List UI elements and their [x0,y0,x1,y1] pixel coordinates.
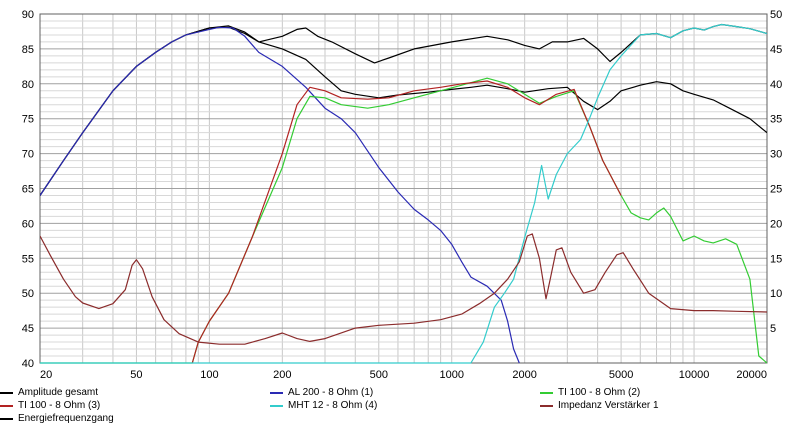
series-line [40,23,767,364]
x-tick-label: 10000 [679,369,710,381]
y2-tick-label: 45 [770,44,782,56]
legend-label: TI 100 - 8 Ohm (3) [18,400,101,411]
legend-label: MHT 12 - 8 Ohm (4) [288,400,378,411]
series-line [191,80,622,364]
legend-label: TI 100 - 8 Ohm (2) [558,387,641,398]
y2-tick-label: 50 [770,9,782,21]
y2-tick-label: 15 [770,253,782,265]
y-tick-label: 80 [22,79,34,91]
legend-label: AL 200 - 8 Ohm (1) [288,387,374,398]
legend-label: Impedanz Verstärker 1 [558,400,659,411]
y2-tick-label: 40 [770,79,782,91]
series-line [40,26,520,364]
axes: 40 45 50 55 60 65 70 75 80 85 90 5 10 15 20 25 30 35 40 45 5… [22,9,783,381]
x-tick-label: 100 [200,369,218,381]
legend-swatch [0,418,13,420]
y-tick-label: 65 [22,184,34,196]
y2-tick-label: 35 [770,114,782,126]
legend-label: Amplitude gesamt [18,387,99,398]
x-tick-label: 1000 [439,369,463,381]
legend-label: Energiefrequenzgang [18,413,114,424]
y2-tick-label: 10 [770,288,782,300]
y-tick-label: 50 [22,288,34,300]
y2-tick-label: 20 [770,218,782,230]
y-tick-label: 60 [22,218,34,230]
x-tick-label: 200 [273,369,291,381]
legend-swatch [270,392,283,394]
legend-swatch [0,405,13,407]
y-tick-label: 40 [22,358,34,370]
series-line [40,233,767,345]
x-tick-label: 500 [370,369,388,381]
legend: Amplitude gesamt TI 100 - 8 Ohm (3) Ener… [0,383,800,428]
series-lines [40,23,767,364]
y-tick-label: 90 [22,9,34,21]
y-tick-label: 70 [22,149,34,161]
y-tick-label: 55 [22,253,34,265]
y-tick-label: 45 [22,323,34,335]
y2-tick-label: 5 [770,323,776,335]
x-tick-label: 5000 [609,369,633,381]
y-tick-label: 75 [22,114,34,126]
x-tick-label: 20000 [736,369,767,381]
legend-swatch [540,405,553,407]
y-tick-label: 85 [22,44,34,56]
x-tick-label: 20 [40,369,52,381]
y2-tick-label: 25 [770,184,782,196]
x-tick-label: 2000 [512,369,536,381]
x-tick-label: 50 [130,369,142,381]
legend-swatch [270,405,283,407]
y2-tick-label: 30 [770,149,782,161]
legend-swatch [0,392,13,394]
legend-swatch [540,392,553,394]
